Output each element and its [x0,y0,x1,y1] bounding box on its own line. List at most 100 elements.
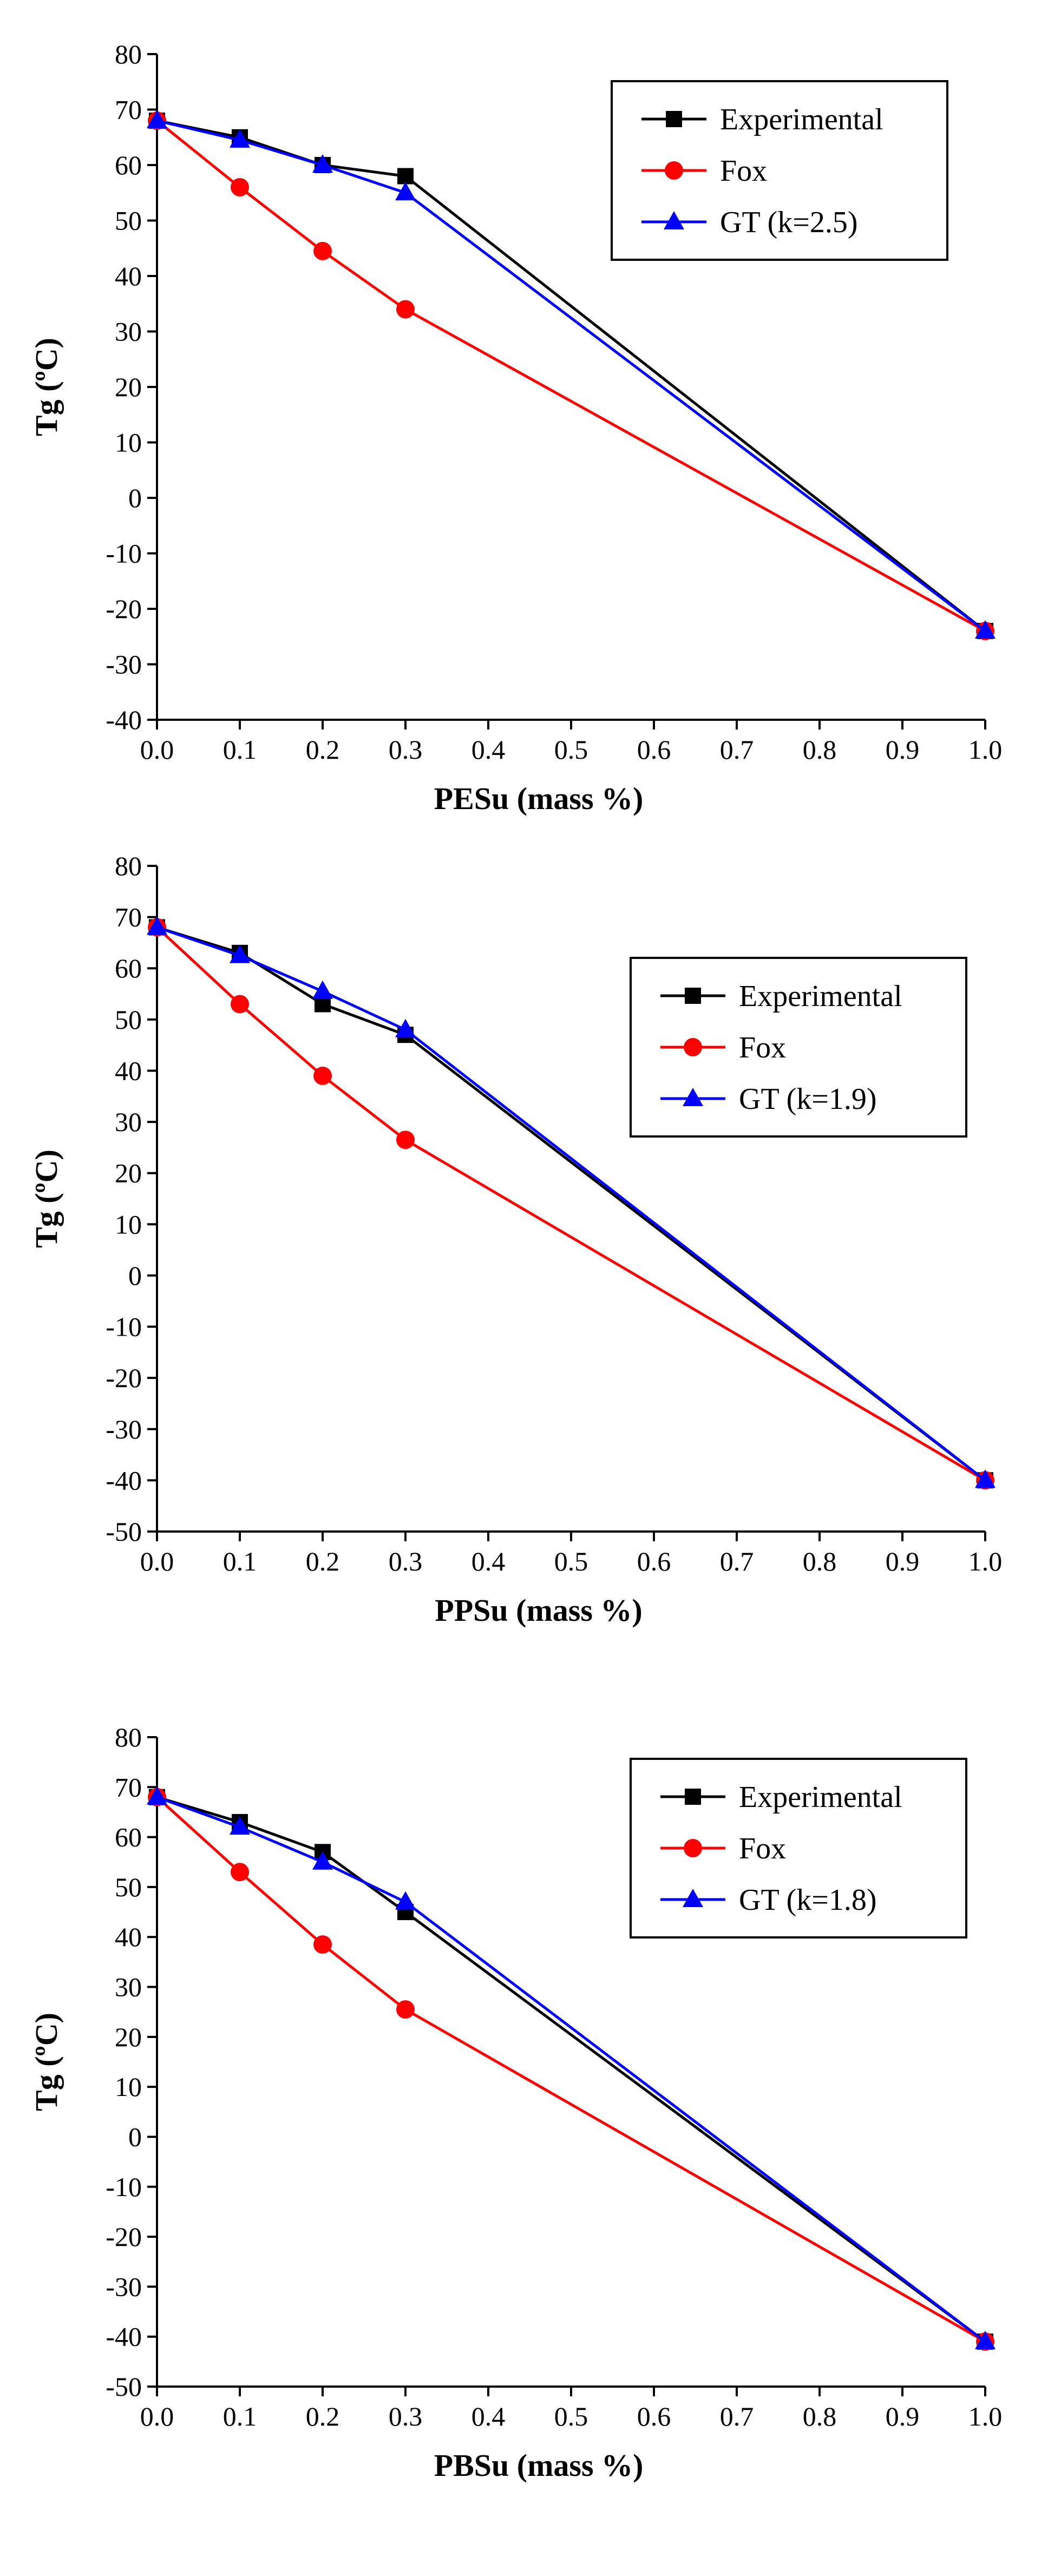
data-point [975,1469,995,1488]
y-tick-label: 40 [115,1922,142,1952]
x-tick-label: 0.7 [720,2401,754,2432]
data-point [147,916,167,935]
chart-panel-3: -50 -40 -30 -20 -10 0 10 20 30 40 50 60 70 80 0.0 0.1 0.… [29,1722,1002,2483]
y-tick-label: -20 [106,1363,142,1393]
data-point [313,241,332,260]
data-point [975,2330,995,2349]
legend-marker [684,1839,702,1857]
y-tick-label: -30 [106,1414,142,1444]
x-axis-title: PBSu (mass %) [434,2448,644,2483]
chart-panel-1: -40 -30 -20 -10 0 10 20 30 40 50 60 70 80 0.0 0.1 0.2 0.… [29,39,1002,816]
y-tick-label: 80 [115,39,142,69]
y-tick-label: -10 [106,2172,142,2202]
x-tick-label: 0.2 [306,734,340,765]
data-point [312,980,333,999]
y-tick-label: 30 [115,317,142,347]
legend-marker [684,1038,702,1056]
legend: Experimental Fox GT (k=2.5) [611,80,948,261]
x-tick-label: 0.2 [306,2401,340,2432]
data-point [231,995,249,1014]
y-tick-label: 50 [115,1004,142,1035]
y-tick-label: 30 [115,1972,142,2002]
y-tick-label: 20 [115,1158,142,1188]
y-tick-label: 0 [128,1260,142,1291]
y-tick-label: 60 [115,1822,142,1852]
x-axis-title: PPSu (mass %) [435,1593,642,1628]
data-point [396,300,415,319]
x-tick-label: 0.1 [223,734,257,765]
x-tick-label: 0.3 [389,2401,423,2432]
data-point [313,1935,332,1954]
legend-marker [685,1789,701,1805]
y-tick-label: 20 [115,2022,142,2052]
data-point [395,1018,416,1037]
series-gt [147,1786,995,2349]
y-axis-title: Tg (ºC) [29,2013,64,2111]
x-tick-label: 0.4 [471,2401,506,2432]
x-tick-label: 0.5 [554,2401,588,2432]
legend-label: Fox [720,154,767,188]
y-tick-label: -40 [106,1465,142,1495]
data-point [312,1851,333,1870]
legend-label: Fox [739,1832,786,1865]
x-tick-label: 0.8 [803,2401,837,2432]
y-tick-label: 50 [115,206,142,236]
legend-label: GT (k=2.5) [720,206,858,239]
data-point [313,1066,332,1085]
series-gt [147,916,995,1488]
x-tick-label: 1.0 [968,734,1003,765]
legend-marker [665,161,683,180]
data-point [230,129,250,148]
y-tick-label: 60 [115,150,142,180]
data-point [975,620,995,639]
y-tick-label: -20 [106,594,142,624]
x-tick-label: 0.2 [306,1546,340,1576]
x-tick-label: 0.7 [720,1546,754,1576]
x-axis-title: PESu (mass %) [434,781,644,816]
data-point [147,1786,167,1805]
y-tick-label: 0 [128,2121,142,2152]
x-tick-label: 0.8 [803,734,837,765]
y-tick-label: -40 [106,705,142,735]
chart-panel-2: -50 -40 -30 -20 -10 0 10 20 30 40 50 60 70 80 0.0 0.1 0.… [29,851,1002,1628]
legend-marker [685,988,701,1004]
x-tick-label: 1.0 [968,2401,1003,2432]
data-point [312,154,333,173]
y-tick-label: 80 [115,1722,142,1752]
y-tick-label: -30 [106,649,142,680]
legend-label: Experimental [739,1780,902,1814]
data-point [231,1863,249,1882]
x-tick-label: 0.5 [554,1546,588,1576]
y-tick-label: 30 [115,1107,142,1137]
y-tick-label: -30 [106,2271,142,2302]
y-tick-label: 40 [115,261,142,291]
legend-marker [664,211,684,229]
y-tick-label: 70 [115,902,142,932]
data-point [395,1891,416,1910]
y-tick-label: 10 [115,2072,142,2102]
y-tick-label: -40 [106,2322,142,2352]
data-point [231,178,249,196]
y-tick-label: 40 [115,1055,142,1086]
x-tick-label: 0.7 [720,734,754,765]
y-tick-label: -50 [106,2371,142,2402]
series-gt [147,110,995,639]
x-tick-label: 0.0 [140,734,174,765]
x-tick-label: 0.3 [389,1546,423,1576]
y-tick-label: 50 [115,1872,142,1902]
legend-marker [683,1088,703,1106]
x-tick-label: 0.9 [886,734,920,765]
data-point [147,110,167,128]
data-point [397,168,414,185]
y-tick-label: 20 [115,372,142,402]
data-point [396,2000,415,2019]
y-tick-label: 70 [115,1772,142,1802]
data-point [396,1131,415,1149]
x-tick-label: 0.0 [140,1546,174,1576]
y-tick-label: -10 [106,538,142,569]
y-tick-label: 60 [115,953,142,983]
x-tick-label: 0.4 [471,1546,506,1576]
legend: Experimental Fox GT (k=1.8) [630,1758,967,1938]
y-tick-label: -50 [106,1516,142,1547]
